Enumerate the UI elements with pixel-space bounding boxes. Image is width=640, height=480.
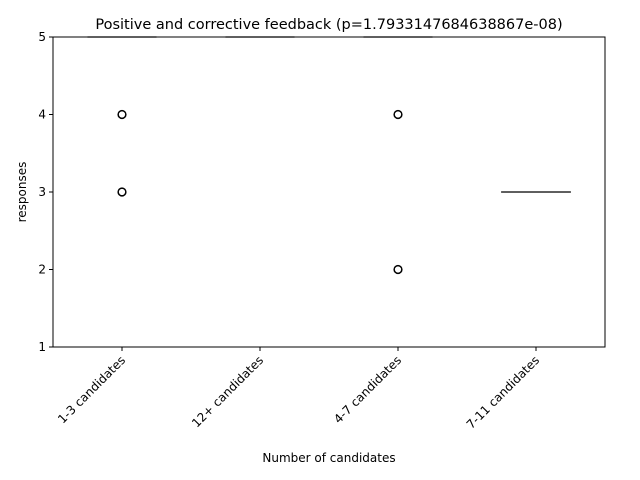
x-axis: 1-3 candidates 12+ candidates 4-7 candidat… <box>55 347 542 432</box>
y-tick-label: 3 <box>38 185 46 199</box>
y-tick-label: 5 <box>38 30 46 44</box>
x-tick-label: 4-7 candidates <box>331 353 404 426</box>
y-tick-label: 2 <box>38 263 46 277</box>
y-tick-label: 4 <box>38 108 46 122</box>
y-tick-label: 1 <box>38 340 46 354</box>
x-tick-label: 7-11 candidates <box>464 353 542 431</box>
y-axis-label: responses <box>15 162 29 223</box>
x-axis-label: Number of candidates <box>262 451 395 465</box>
y-axis: 1 2 3 4 5 <box>38 30 53 354</box>
chart-title: Positive and corrective feedback (p=1.79… <box>95 17 562 33</box>
box-group <box>87 36 157 197</box>
outlier-point <box>393 110 403 119</box>
x-tick-label: 1-3 candidates <box>55 353 128 426</box>
outlier-point <box>117 187 127 197</box>
box-series <box>87 36 571 275</box>
outlier-point <box>393 265 403 274</box>
outlier-point <box>117 110 127 119</box>
box-group <box>363 36 433 275</box>
x-tick-label: 12+ candidates <box>189 353 266 430</box>
